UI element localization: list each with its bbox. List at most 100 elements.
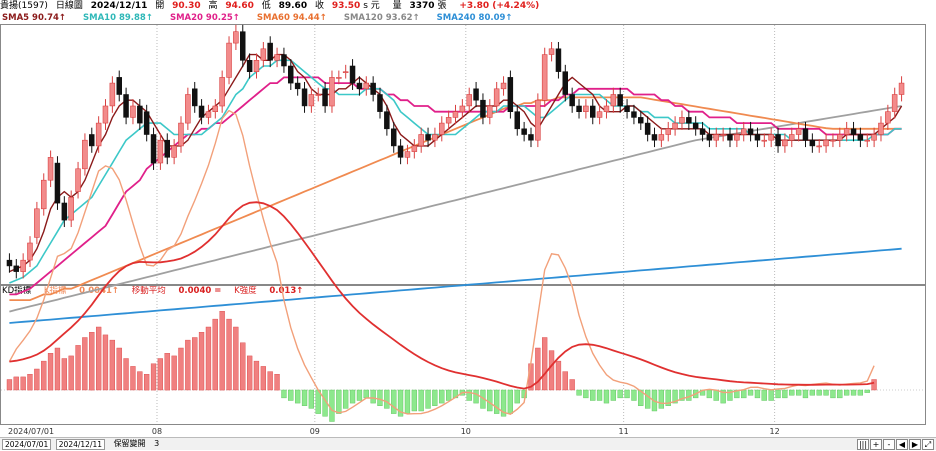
period-label[interactable]: 日線圖 <box>55 1 83 11</box>
candle-body <box>411 145 418 152</box>
candle-body <box>438 122 445 135</box>
keep-value[interactable]: 3 <box>154 439 160 448</box>
candle-body <box>432 134 438 141</box>
oscillator-bar <box>562 371 568 391</box>
oscillator-bar <box>274 374 280 391</box>
oscillator-bar <box>418 389 424 412</box>
candle-body <box>692 122 699 130</box>
candle-body <box>281 54 287 67</box>
scroll-right-button[interactable]: ▶ <box>909 439 921 450</box>
x-axis-label: 09 <box>310 427 320 436</box>
oscillator-bar <box>329 389 335 422</box>
oscillator-bar <box>150 363 157 391</box>
unit-label: s 元 <box>363 1 380 11</box>
candle-body <box>336 77 342 79</box>
oscillator-bar <box>761 389 767 401</box>
candle-body <box>596 111 603 118</box>
oscillator-bar <box>143 374 150 391</box>
zoom-out-button[interactable]: - <box>883 439 895 450</box>
bars-button[interactable]: ||| <box>857 439 869 450</box>
oscillator-bar <box>507 389 513 414</box>
oscillator-bar <box>411 389 417 412</box>
volume-label: 量 <box>392 1 402 11</box>
candle-body <box>651 134 658 141</box>
oscillator-bar <box>75 345 81 391</box>
candle-body <box>47 157 54 181</box>
k-line <box>8 109 875 415</box>
candle-body <box>315 94 321 96</box>
candle-body <box>459 105 466 112</box>
candle-body <box>137 105 143 124</box>
change-value: +3.80 (+4.24%) <box>459 1 540 11</box>
start-date-field[interactable]: 2024/07/01 <box>2 438 52 450</box>
oscillator-bar <box>741 389 747 399</box>
candle-body <box>61 202 68 221</box>
candle-body <box>768 134 774 141</box>
x-axis-label: 08 <box>152 427 162 436</box>
oscillator-bar <box>95 326 102 391</box>
candle-body <box>541 54 548 101</box>
open-label: 開 <box>155 1 165 11</box>
oscillator-bar <box>583 389 589 399</box>
oscillator-bar <box>768 389 774 401</box>
candle-body <box>418 134 424 147</box>
oscillator-bar <box>542 337 548 391</box>
kd-value: 0.0041↑ <box>79 286 120 296</box>
oscillator-bar <box>212 318 218 391</box>
candle-body <box>521 128 527 135</box>
candle-body <box>178 122 184 147</box>
candle-body <box>27 242 33 261</box>
scroll-left-button[interactable]: ◀ <box>896 439 908 450</box>
oscillator-bar <box>260 366 266 391</box>
sma20-legend[interactable]: SMA20 90.25↑ <box>169 13 240 23</box>
sma60-legend[interactable]: SMA60 94.44↑ <box>256 13 327 23</box>
candle-body <box>164 139 171 158</box>
candle-body <box>198 105 205 118</box>
ma-value: 0.0040 = <box>178 286 222 296</box>
fit-button[interactable]: ⤢ <box>922 439 934 450</box>
oscillator-bar <box>281 389 287 399</box>
candle-body <box>843 128 850 135</box>
candle-body <box>233 31 239 44</box>
oscillator-bar <box>109 339 116 391</box>
candle-body <box>493 88 500 107</box>
oscillator-bar <box>349 389 356 404</box>
oscillator-bar <box>446 389 452 401</box>
sma10-legend[interactable]: SMA10 89.88↑ <box>83 13 153 23</box>
candle-body <box>274 54 280 61</box>
oscillator-bar <box>13 376 19 391</box>
candle-body <box>301 88 308 107</box>
oscillator-bar <box>226 318 232 391</box>
oscillator-bar <box>617 389 623 399</box>
indicator-title[interactable]: KD指標 <box>2 286 32 296</box>
candle-body <box>452 111 459 118</box>
candle-body <box>226 42 232 78</box>
candle-body <box>898 82 905 95</box>
oscillator-bar <box>336 389 342 414</box>
candle-body <box>665 128 671 135</box>
sma240-legend[interactable]: SMA240 80.09↑ <box>436 13 513 23</box>
candle-body <box>68 197 74 221</box>
oscillator-bar <box>713 389 719 401</box>
sma120-legend[interactable]: SMA120 93.62↑ <box>343 13 420 23</box>
zoom-in-button[interactable]: + <box>870 439 882 450</box>
oscillator-bar <box>555 360 562 391</box>
oscillator-bar <box>857 389 864 396</box>
oscillator-bar <box>514 389 520 404</box>
sma5-legend[interactable]: SMA5 90.74↑ <box>2 13 67 23</box>
end-date-field[interactable]: 2024/12/11 <box>55 438 106 450</box>
oscillator-bar <box>432 389 438 407</box>
symbol-label[interactable]: 貴揚(1597) <box>0 1 48 11</box>
stock-chart[interactable]: 2024/07/01 08 09 10 11 12 <box>0 0 936 436</box>
candle-body <box>548 48 555 55</box>
oscillator-bar <box>837 389 843 399</box>
candle-body <box>809 139 816 147</box>
oscillator-bar <box>603 389 610 404</box>
candle-body <box>95 122 102 147</box>
candle-body <box>713 134 719 141</box>
oscillator-bar <box>535 347 541 391</box>
candle-body <box>329 77 335 107</box>
oscillator-bar <box>425 389 431 409</box>
oscillator-bar <box>397 389 404 417</box>
oscillator-bar <box>171 355 177 391</box>
